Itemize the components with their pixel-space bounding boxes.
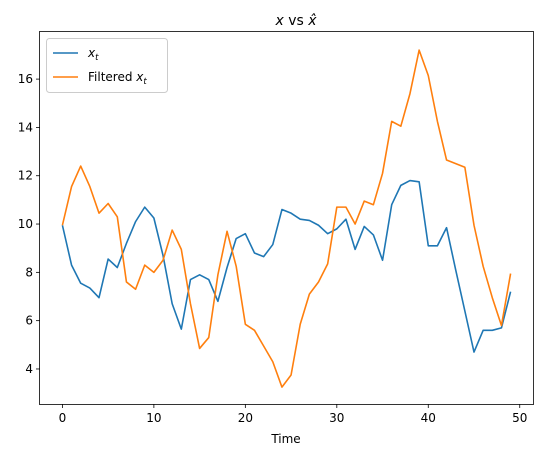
x-tick-label: 30	[329, 411, 344, 425]
ticks-layer: 0 10 20 30 40 50 4 6 8 10 12 14 16	[18, 72, 528, 425]
y-tick-label: 6	[25, 314, 33, 328]
x-tick-label: 0	[59, 411, 67, 425]
series-line-filtered-x-t	[61, 49, 512, 388]
legend: xt Filtered xt	[46, 38, 168, 93]
legend-box	[46, 38, 168, 93]
x-tick-label: 10	[146, 411, 161, 425]
x-tick-label: 50	[512, 411, 527, 425]
y-tick-label: 4	[25, 362, 33, 376]
legend-label-x-t: xt	[87, 46, 99, 63]
x-tick-label: 20	[238, 411, 253, 425]
y-tick-label: 12	[18, 169, 33, 183]
x-tick-label: 40	[421, 411, 436, 425]
y-tick-label: 16	[18, 72, 33, 86]
x-axis-label: Time	[270, 432, 300, 446]
y-tick-label: 8	[25, 265, 33, 279]
series-layer	[61, 49, 512, 388]
chart-title: x vs x̂	[274, 13, 317, 29]
plot-frame	[39, 31, 534, 405]
legend-label-filtered-x-t: Filtered xt	[88, 70, 147, 87]
series-line-x-t	[61, 179, 512, 353]
y-tick-label: 10	[18, 217, 33, 231]
y-tick-label: 14	[18, 120, 33, 134]
